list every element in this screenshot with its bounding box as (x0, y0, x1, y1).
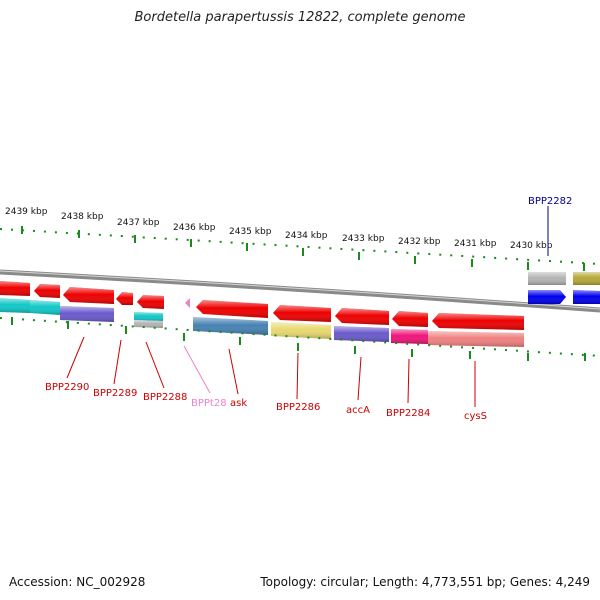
gene-label[interactable]: BPPt28 (191, 398, 227, 409)
kbp-label: 2432 kbp (398, 237, 441, 247)
kbp-label: 2435 kbp (229, 227, 272, 237)
gene-label[interactable]: BPP2290 (45, 382, 89, 393)
gene-label[interactable]: BPP2289 (93, 388, 137, 399)
gene-label[interactable]: ask (230, 398, 247, 409)
kbp-label: 2436 kbp (173, 223, 216, 233)
kbp-label: 2439 kbp (5, 207, 48, 217)
genome-backbone (0, 269, 600, 313)
category-blocks (0, 298, 524, 347)
lower-ticks (0, 317, 600, 357)
gene-label[interactable]: BPP2284 (386, 408, 430, 419)
kbp-label: 2437 kbp (117, 218, 160, 228)
gene-labels: BPP2290 BPP2289 BPP2288 BPPt28 ask BPP22… (45, 196, 572, 422)
kbp-label: 2438 kbp (61, 212, 104, 222)
kbp-label: 2434 kbp (285, 231, 328, 241)
reverse-strand-genes (0, 281, 524, 330)
kbp-label: 2430 kbp (510, 241, 553, 251)
topology-text: Topology: circular; Length: 4,773,551 bp… (260, 575, 590, 589)
kbp-label: 2431 kbp (454, 239, 497, 249)
gene-label[interactable]: accA (346, 405, 370, 416)
kbp-major-ticks (21, 226, 585, 271)
kbp-scale-ticks (0, 228, 600, 265)
lower-tick-row (0, 317, 600, 361)
kbp-scale: 2439 kbp 2438 kbp 2437 kbp 2436 kbp 2435… (0, 207, 600, 271)
genome-title: Bordetella parapertussis 12822, complete… (134, 10, 466, 25)
forward-strand-genes (528, 272, 600, 304)
gene-label[interactable]: BPP2286 (276, 402, 320, 413)
gene-label[interactable]: cysS (464, 411, 487, 422)
gene-label[interactable]: BPP2288 (143, 392, 187, 403)
accession-text: Accession: NC_002928 (9, 575, 146, 589)
kbp-label: 2433 kbp (342, 234, 385, 244)
gene-label[interactable]: BPP2282 (528, 196, 572, 207)
trna-marker[interactable] (185, 298, 190, 308)
